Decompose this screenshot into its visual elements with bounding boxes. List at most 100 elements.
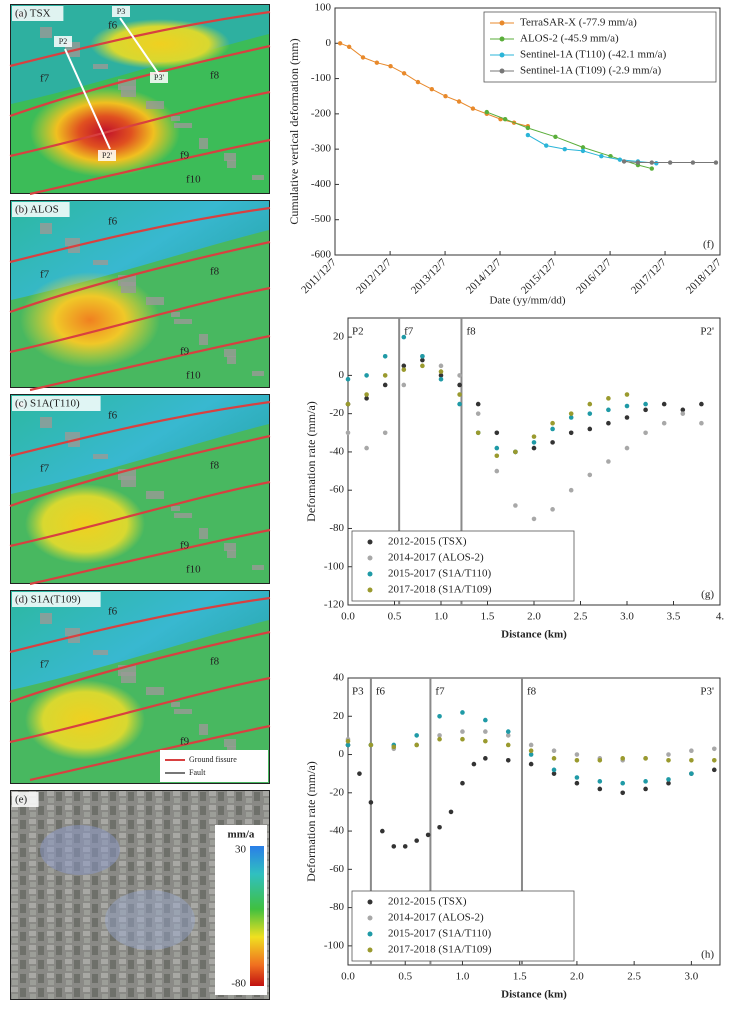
x-tick-label: 3.0 [620,611,634,623]
legend-label: TerraSAR-X (-77.9 mm/a) [520,17,637,29]
point [483,756,488,761]
y-tick-label: -40 [329,825,344,837]
panel-label: (g) [701,589,714,601]
satellite-patch [105,890,195,950]
map-noise [40,613,52,624]
map-noise [174,319,192,324]
point [380,828,385,834]
fault-label: f7 [40,73,50,85]
point [649,166,654,171]
x-tick-label: 2011/12/7 [299,256,339,296]
point [437,824,442,830]
point [531,434,537,439]
panel-label: (c) S1A(T110) [15,398,80,410]
point [635,160,641,165]
point [364,392,369,397]
point [528,748,534,754]
fault-label: f8 [527,686,537,698]
point [429,86,435,92]
point [568,415,574,420]
y-tick-label: -20 [329,786,344,798]
x-tick-label: 2.0 [570,971,584,983]
map-noise [65,628,80,636]
panel-label-box [12,792,39,807]
fault-label: f8 [466,326,476,338]
x-tick-label: 3.5 [667,611,681,623]
map-noise [40,27,52,38]
series-line [527,134,657,164]
point [505,757,511,763]
y-axis-title: Deformation rate (mm/a) [304,401,318,522]
map-noise [199,138,208,149]
point [437,736,442,742]
fault-label: f6 [108,410,118,422]
point [414,733,419,738]
point [643,779,648,784]
point [525,132,531,138]
fault-label: f6 [376,686,386,698]
profile-end: P3' [700,686,714,698]
point [624,415,630,420]
point [401,363,407,369]
legend-label: Ground fissure [189,755,237,764]
point [382,373,388,378]
point [624,403,630,409]
point [550,440,555,445]
y-tick-label: -80 [329,522,344,534]
map-noise [146,491,164,499]
point [475,411,481,416]
point [360,55,366,60]
point [391,744,397,750]
fault-label: f7 [435,686,445,698]
map-panel: mm/a 30 -80 (e) [10,790,270,1000]
map-noise [227,550,236,558]
ground-fissure [9,480,271,548]
map-noise [252,565,264,570]
point [620,780,626,786]
y-tick-label: -40 [329,445,344,457]
point [711,746,717,752]
y-tick-label: -200 [311,107,332,119]
map-panel: f6 f7 f8 f9 f10 (c) S1A(T110) [9,394,271,586]
point [388,64,393,69]
point [460,736,465,742]
point [587,411,593,416]
map-noise [252,371,264,376]
point [505,729,511,734]
point [574,757,580,763]
y-tick-label: -60 [329,484,344,496]
x-tick-label: 1.5 [481,611,495,623]
point [550,420,555,426]
fault-label: f8 [210,70,220,82]
y-tick-label: -300 [311,143,332,155]
fault-label: f6 [108,20,118,32]
ground-fissure [9,286,271,354]
map-noise [65,432,80,440]
profile-label: P2' [102,151,112,160]
point [401,334,407,340]
y-tick-label: 0 [326,37,332,49]
x-tick-label: 2.5 [574,611,588,623]
map-noise [146,101,164,109]
point [624,392,630,397]
fault-label: f10 [186,564,201,576]
profile-start: P3 [352,686,364,698]
point [562,146,567,152]
point [689,757,694,763]
legend-marker [367,947,373,953]
point [643,430,648,436]
fault-label: f6 [108,216,118,228]
point [666,777,671,782]
map-noise [68,439,80,447]
point [425,832,431,838]
plot-frame [334,7,721,256]
ground-fissure [9,206,271,264]
map-noise [121,672,136,683]
x-tick-label: 2015/12/7 [519,256,559,296]
point [457,373,462,378]
point [382,382,388,388]
point [460,729,465,734]
x-tick-label: 2012/12/7 [354,256,394,296]
x-tick-label: 0.0 [341,971,355,983]
map-noise [224,543,236,551]
